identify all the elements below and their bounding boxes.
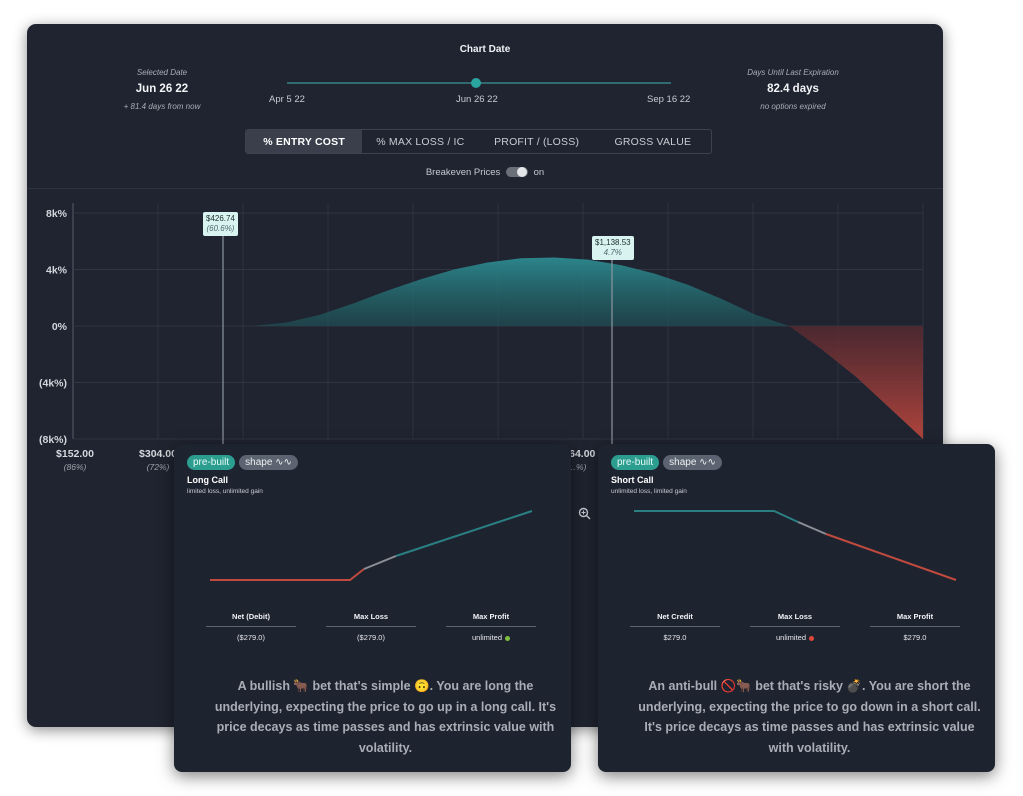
metric-max-profit: Max Profit unlimited — [446, 612, 536, 642]
selected-date-label: Selected Date — [136, 68, 188, 77]
strategy-name: Short Call — [611, 475, 654, 485]
date-slider-thumb[interactable] — [471, 78, 481, 88]
metric-net-debit: Net (Debit) ($279.0) — [206, 612, 296, 642]
short-call-payoff-shape — [634, 510, 957, 581]
slider-start-label: Apr 5 22 — [269, 94, 305, 105]
selected-date-value: Jun 26 22 — [135, 83, 189, 95]
breakeven-marker-2: $1,138.53 4.7% — [592, 236, 634, 260]
breakeven-1-pct: (60.6%) — [206, 224, 235, 233]
metric-value-wrap: unlimited — [750, 633, 840, 642]
warning-indicator-icon — [809, 635, 814, 641]
breakeven-1-price: $426.74 — [206, 214, 235, 223]
shape-tag[interactable]: shape ∿∿ — [239, 455, 298, 470]
days-sub: no options expired — [760, 102, 826, 111]
breakeven-label: Breakeven Prices — [425, 167, 501, 178]
strategy-description: An anti-bull 🚫🐂 bet that's risky 💣. You … — [638, 679, 981, 755]
tab-gross-value[interactable]: GROSS VALUE — [614, 135, 692, 148]
tab-profit-loss[interactable]: PROFIT / (LOSS) — [494, 135, 580, 148]
breakeven-2-price: $1,138.53 — [595, 238, 631, 247]
selected-date-stat: Selected Date Jun 26 22 + 81.4 days from… — [97, 68, 227, 111]
x-tick-pct: (86%) — [64, 462, 87, 472]
metric-value: ($279.0) — [237, 633, 265, 642]
metric-value: unlimited — [471, 633, 502, 642]
slider-mid-label: Jun 26 22 — [456, 94, 498, 105]
strategy-name: Long Call — [187, 475, 228, 485]
metric-header: Max Loss — [777, 612, 813, 621]
y-tick-label: 8k% — [46, 208, 68, 220]
metric-max-loss: Max Loss ($279.0) — [326, 612, 416, 642]
shape-tag[interactable]: shape ∿∿ — [663, 455, 722, 470]
days-until-expiration-stat: Days Until Last Expiration 82.4 days no … — [727, 68, 859, 111]
x-tick-pct: …%) — [568, 462, 587, 472]
pre-built-tag[interactable]: pre-built — [611, 455, 660, 470]
good-indicator-icon — [505, 635, 510, 641]
zoom-icon[interactable] — [578, 507, 591, 520]
breakeven-marker-1: $426.74 (60.6%) — [203, 212, 238, 236]
breakeven-state: on — [533, 167, 545, 178]
strategy-desc: unlimited loss, limited gain — [611, 488, 687, 495]
breakeven-2-pct: 4.7% — [603, 248, 622, 257]
y-tick-label: (4k%) — [39, 378, 67, 390]
metric-max-loss: Max Loss unlimited — [750, 612, 840, 642]
long-call-payoff-shape — [210, 510, 533, 581]
days-value: 82.4 days — [767, 83, 819, 95]
x-tick-price: $152.00 — [56, 448, 94, 460]
chart-date-title: Chart Date — [459, 44, 511, 55]
metric-value: unlimited — [775, 633, 806, 642]
profit-area — [253, 257, 789, 326]
metric-net-credit: Net Credit $279.0 — [630, 612, 720, 642]
metric-value-wrap: unlimited — [446, 633, 536, 642]
strategy-desc: limited loss, unlimited gain — [187, 488, 263, 495]
y-tick-label: (8k%) — [39, 434, 67, 446]
metric-tabs: % ENTRY COST % MAX LOSS / IC PROFIT / (L… — [245, 129, 712, 154]
slider-end-label: Sep 16 22 — [647, 94, 691, 105]
metric-header: Max Profit — [472, 612, 510, 621]
metric-header: Net Credit — [657, 612, 693, 621]
x-tick-pct: (72%) — [147, 462, 170, 472]
pre-built-tag[interactable]: pre-built — [187, 455, 236, 470]
x-tick-price: $304.00 — [139, 448, 177, 460]
metric-max-profit: Max Profit $279.0 — [870, 612, 960, 642]
metric-value: $279.0 — [903, 633, 927, 642]
metric-header: Max Loss — [353, 612, 389, 621]
days-label: Days Until Last Expiration — [747, 68, 839, 77]
divider — [27, 188, 943, 189]
tab-max-loss-ic[interactable]: % MAX LOSS / IC — [376, 135, 465, 148]
y-tick-label: 4k% — [46, 265, 68, 277]
strategy-description: A bullish 🐂 bet that's simple 🙃. You are… — [214, 679, 557, 755]
metric-header: Max Profit — [896, 612, 934, 621]
metric-value: $279.0 — [663, 633, 687, 642]
short-call-card[interactable]: pre-built shape ∿∿ Short Call unlimited … — [598, 444, 995, 772]
breakeven-toggle-row: Breakeven Prices on — [27, 167, 943, 178]
long-call-card[interactable]: pre-built shape ∿∿ Long Call limited los… — [174, 444, 571, 772]
breakeven-toggle[interactable] — [505, 167, 528, 178]
tab-entry-cost[interactable]: % ENTRY COST — [246, 130, 363, 153]
selected-date-sub: + 81.4 days from now — [123, 102, 201, 111]
metric-header: Net (Debit) — [232, 612, 270, 621]
metric-value: ($279.0) — [357, 633, 385, 642]
loss-area — [789, 326, 923, 439]
payoff-chart: 8k% 4k% 0% (4k%) (8k%) $152.00 (86%) $304.00 (7… — [39, 203, 924, 472]
y-tick-label: 0% — [52, 321, 68, 333]
